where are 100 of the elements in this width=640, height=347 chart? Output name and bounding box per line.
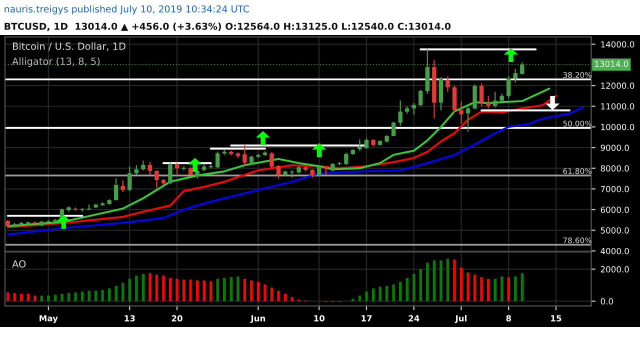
bar [135,276,138,302]
candlestick [174,162,180,176]
candlestick [412,102,416,116]
bar [392,284,395,302]
bar [480,277,483,302]
y-tick-label: 0.0 [600,298,613,304]
x-tick-label: Jul [454,315,466,324]
candlestick [128,166,132,192]
x-tick-label: May [40,315,58,324]
candlestick [168,162,172,184]
candlestick [242,144,247,166]
bar [284,294,287,302]
bar [155,274,158,302]
bar [264,284,266,302]
bar [453,260,456,302]
bar [88,290,90,302]
y-tick-label: 2000.0 [600,266,629,272]
x-tick-label: Jun [250,315,266,324]
bar [122,282,124,302]
bar [196,280,199,302]
candlestick [425,48,430,94]
candlestick [276,164,281,180]
candlestick [466,106,470,132]
x-tick-label: 15 [551,315,562,322]
bar [26,294,30,302]
x-tick-label: 20 [172,315,182,322]
bar [398,282,402,302]
bar [466,272,470,302]
bar [216,278,219,302]
y-tick-label: 5000.0 [600,227,629,234]
y-tick-label: 4000.0 [600,248,629,254]
bar [270,288,274,302]
candlestick [364,138,369,150]
bar [352,298,354,302]
text: nauris.treigys published July 10, 2019 10:34:24 UTC [4,5,249,14]
bar [162,276,165,302]
candlestick [358,138,362,152]
y-tick-label: 7000.0 [600,186,629,192]
candlestick [486,95,490,109]
bar [108,288,111,302]
bar [236,276,240,302]
y-tick-label: 9000.0 [600,144,629,151]
candlestick [459,100,464,124]
x-tick-label: 17 [362,315,372,322]
candlestick [472,84,477,110]
bar [209,281,212,302]
bar [148,273,152,302]
candlestick [479,82,484,107]
bar [385,286,388,302]
x-tick-label: 13 [124,315,135,322]
bar [514,276,517,302]
candlestick [506,76,511,99]
bar [426,262,429,302]
bar [168,278,172,302]
candlestick [216,151,220,169]
bar [460,268,463,302]
bar [40,296,44,302]
x-tick-label: 10 [314,315,325,322]
candlestick [195,168,200,180]
bar [412,274,416,302]
bar [182,280,186,302]
candlestick [114,178,118,201]
candlestick [317,164,322,178]
x-tick-label: 24 [408,315,420,322]
bar [520,273,524,302]
bar [473,274,476,302]
candlestick [513,68,518,84]
candlestick [141,160,146,171]
bar [365,292,368,302]
bar [176,278,178,302]
bar [250,280,253,302]
candlestick [446,76,450,92]
bar [223,278,226,302]
x-tick-label: 8 [506,315,511,322]
bar [101,290,104,302]
candlestick [398,100,402,126]
bar [290,297,294,302]
bar [507,277,510,302]
bar [500,276,504,302]
bar [74,292,77,302]
y-tick-label: 10000.0 [601,124,634,130]
candlestick [520,62,524,75]
bar [432,260,436,302]
bar [494,278,496,302]
bar [67,293,70,302]
candlestick [148,162,152,176]
bar [440,260,442,302]
bar [60,294,64,302]
bar [230,277,232,302]
bar [47,296,50,302]
candlestick [120,180,125,193]
y-tick-label: 14000.0 [601,41,634,48]
bar [419,269,422,302]
chart-title: Bitcoin / U.S. Dollar, 1D [12,42,126,51]
bar [256,282,260,302]
bar [13,293,16,302]
text: Alligator (13, 8, 5) [12,57,100,67]
bar [446,258,450,302]
candlestick [391,121,396,137]
candlestick [418,89,423,107]
